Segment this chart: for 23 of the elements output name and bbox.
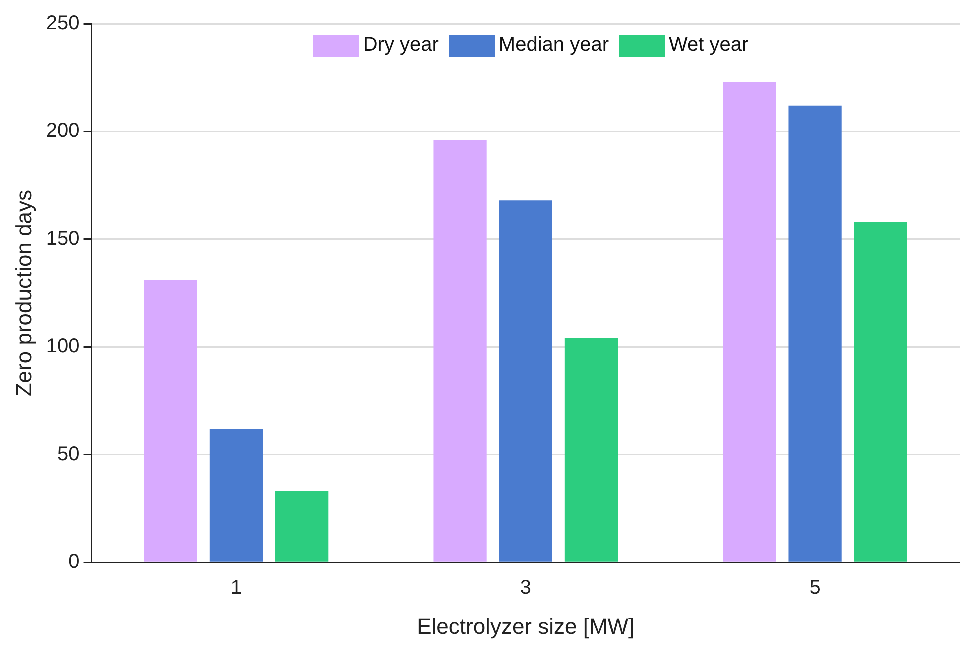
legend-label: Median year <box>498 34 609 57</box>
legend-label: Wet year <box>668 34 749 57</box>
legend-label: Dry year <box>363 34 439 57</box>
bar <box>499 200 552 562</box>
bar <box>276 492 329 562</box>
bar <box>723 82 776 562</box>
y-tick-label: 150 <box>46 228 80 250</box>
bar <box>854 222 908 562</box>
bar <box>788 106 842 562</box>
y-tick-label: 50 <box>58 443 80 466</box>
x-tick-label: 5 <box>810 577 821 600</box>
y-tick-label: 100 <box>46 336 80 358</box>
x-tick-label: 1 <box>230 577 242 600</box>
x-tick-label: 3 <box>520 577 532 600</box>
bar <box>564 338 618 562</box>
x-axis-title: Electrolyzer size [MW] <box>417 614 635 639</box>
y-tick-label: 250 <box>46 12 80 35</box>
y-tick-label: 200 <box>46 120 80 142</box>
bar <box>210 429 264 562</box>
bar <box>434 140 487 562</box>
y-tick-label: 0 <box>68 551 80 574</box>
bar <box>144 280 198 562</box>
y-axis-title: Zero production days <box>11 190 36 397</box>
